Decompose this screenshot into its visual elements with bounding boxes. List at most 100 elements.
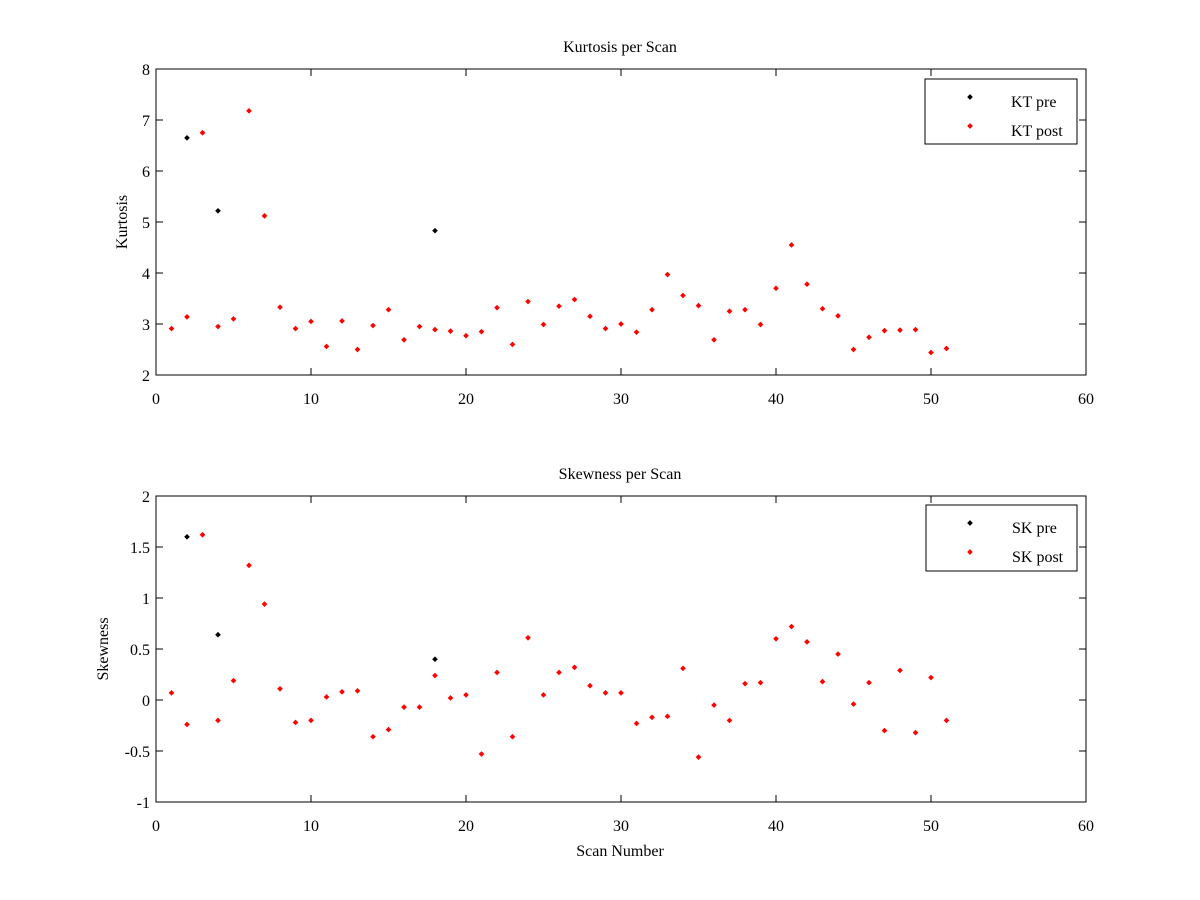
point-kt-post	[602, 325, 609, 332]
point-sk-post	[184, 721, 190, 728]
x-tick-label: 30	[613, 391, 629, 408]
kurtosis-legend-box	[924, 78, 1078, 145]
point-sk-post	[912, 729, 919, 736]
y-tick-label: 1.5	[130, 540, 150, 557]
y-tick-label: 2	[142, 368, 150, 385]
legend-marker-sk-post	[967, 549, 973, 555]
y-tick-label: 5	[142, 215, 150, 232]
kurtosis-title: Kurtosis per Scan	[563, 39, 677, 56]
point-sk-post	[618, 690, 624, 696]
point-sk-post	[292, 719, 299, 726]
point-kt-post	[401, 336, 407, 343]
point-sk-post	[835, 651, 841, 657]
point-kt-post	[277, 304, 283, 310]
point-sk-post	[850, 701, 857, 707]
kurtosis-markers	[168, 107, 950, 356]
legend-label-kt-pre: KT pre	[1011, 94, 1056, 111]
point-sk-post	[230, 677, 237, 684]
point-sk-post	[881, 727, 888, 734]
point-sk-pre	[432, 656, 438, 663]
y-tick-label: 7	[142, 113, 150, 130]
y-tick-label: -0.5	[125, 744, 150, 761]
y-tick-label: -1	[137, 795, 150, 812]
point-kt-post	[664, 271, 671, 278]
point-kt-post	[509, 341, 516, 348]
point-sk-post	[447, 695, 454, 701]
point-kt-post	[757, 321, 764, 328]
skewness-ticks: 0 10 20 30 40 50 60 -1 -0.5 0 0.5 1 1.5 2	[125, 489, 1094, 835]
point-kt-post	[866, 334, 872, 341]
x-tick-label: 30	[613, 818, 629, 835]
point-kt-post	[587, 313, 593, 320]
point-sk-pre	[184, 533, 190, 540]
kurtosis-ticks: 0 10 20 30 40 50 60 2 3 4 5 6 7 8	[142, 62, 1094, 408]
y-tick-label: 4	[142, 266, 150, 283]
point-sk-post	[587, 682, 593, 689]
point-kt-post	[912, 326, 919, 333]
x-tick-label: 20	[458, 818, 474, 835]
point-kt-post	[215, 323, 221, 330]
x-tick-label: 20	[458, 391, 474, 408]
skewness-legend: SK pre SK post	[925, 504, 1078, 572]
point-kt-post	[292, 325, 299, 332]
point-sk-post	[726, 717, 733, 724]
point-sk-post	[633, 720, 640, 727]
point-sk-post	[261, 601, 268, 607]
point-kt-post	[230, 316, 237, 322]
point-sk-post	[215, 717, 221, 724]
point-kt-post	[556, 303, 562, 309]
skewness-title: Skewness per Scan	[559, 466, 682, 483]
point-kt-post	[339, 318, 345, 324]
point-sk-post	[773, 635, 779, 642]
legend-label-kt-post: KT post	[1011, 123, 1063, 140]
point-kt-post	[742, 306, 748, 313]
point-sk-post	[757, 679, 764, 686]
legend-marker-kt-pre	[967, 94, 973, 100]
x-tick-label: 50	[923, 818, 939, 835]
point-sk-post	[742, 680, 748, 687]
point-sk-post	[788, 623, 795, 630]
y-tick-label: 0	[142, 693, 150, 710]
point-kt-post	[370, 322, 376, 329]
y-tick-label: 0.5	[130, 642, 150, 659]
point-sk-post	[463, 692, 469, 698]
point-kt-pre	[215, 207, 221, 214]
point-sk-post	[509, 733, 516, 740]
x-tick-label: 60	[1078, 818, 1094, 835]
kurtosis-y-axis-label: Kurtosis	[114, 195, 131, 249]
point-sk-post	[804, 639, 810, 645]
point-sk-post	[199, 531, 206, 538]
point-kt-post	[897, 327, 903, 333]
point-kt-post	[773, 285, 779, 292]
point-kt-post	[184, 314, 190, 320]
x-tick-label: 0	[152, 391, 160, 408]
y-tick-label: 6	[142, 164, 150, 181]
y-tick-label: 8	[142, 62, 150, 79]
skewness-legend-box	[925, 504, 1078, 572]
point-sk-post	[819, 678, 826, 685]
x-tick-label: 50	[923, 391, 939, 408]
point-kt-post	[323, 343, 330, 350]
y-tick-label: 2	[142, 489, 150, 506]
x-tick-label: 10	[303, 391, 319, 408]
point-kt-post	[354, 346, 361, 353]
y-tick-label: 1	[142, 591, 150, 608]
point-sk-post	[432, 672, 438, 679]
point-sk-post	[695, 754, 702, 760]
point-sk-post	[339, 689, 345, 695]
y-tick-label: 3	[142, 317, 150, 334]
point-sk-post	[323, 694, 330, 700]
x-tick-label: 40	[768, 391, 784, 408]
point-kt-post	[850, 346, 857, 353]
point-kt-post	[928, 349, 934, 356]
point-sk-post	[370, 733, 376, 740]
point-sk-post	[416, 704, 423, 710]
kurtosis-legend: KT pre KT post	[924, 78, 1078, 145]
point-sk-post	[897, 667, 903, 674]
point-kt-post	[711, 336, 717, 343]
point-kt-post	[432, 326, 438, 333]
point-kt-post	[463, 332, 469, 339]
point-kt-post	[308, 318, 314, 325]
